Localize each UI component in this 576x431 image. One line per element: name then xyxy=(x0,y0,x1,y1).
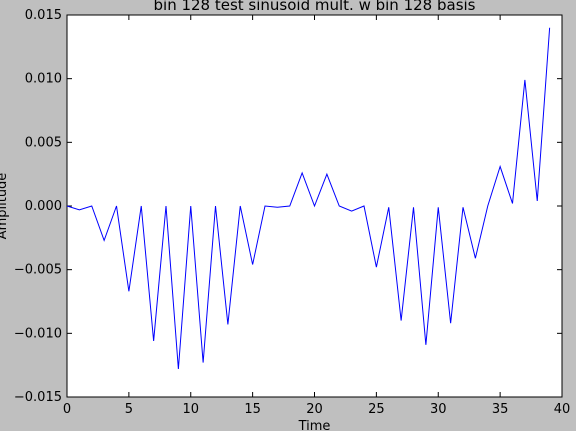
chart-title: bin 128 test sinusoid mult. w bin 128 ba… xyxy=(154,0,476,14)
x-tick-label: 5 xyxy=(125,402,133,417)
y-axis-title: Amplitude xyxy=(0,173,10,240)
x-tick-label: 30 xyxy=(430,402,447,417)
x-tick-label: 20 xyxy=(306,402,323,417)
y-tick-label: 0.000 xyxy=(25,199,62,214)
y-tick-label: 0.005 xyxy=(25,135,62,150)
x-tick-label: 15 xyxy=(244,402,261,417)
x-tick-label: 40 xyxy=(554,402,571,417)
y-tick-label: −0.005 xyxy=(14,263,62,278)
x-tick-label: 25 xyxy=(368,402,385,417)
x-tick-label: 10 xyxy=(182,402,199,417)
y-tick-label: −0.015 xyxy=(14,390,62,405)
x-tick-label: 0 xyxy=(63,402,71,417)
y-tick-label: 0.015 xyxy=(25,8,62,23)
x-axis-title: Time xyxy=(298,419,331,431)
y-tick-label: −0.010 xyxy=(14,326,62,341)
x-tick-label: 35 xyxy=(492,402,509,417)
y-tick-label: 0.010 xyxy=(25,72,62,87)
